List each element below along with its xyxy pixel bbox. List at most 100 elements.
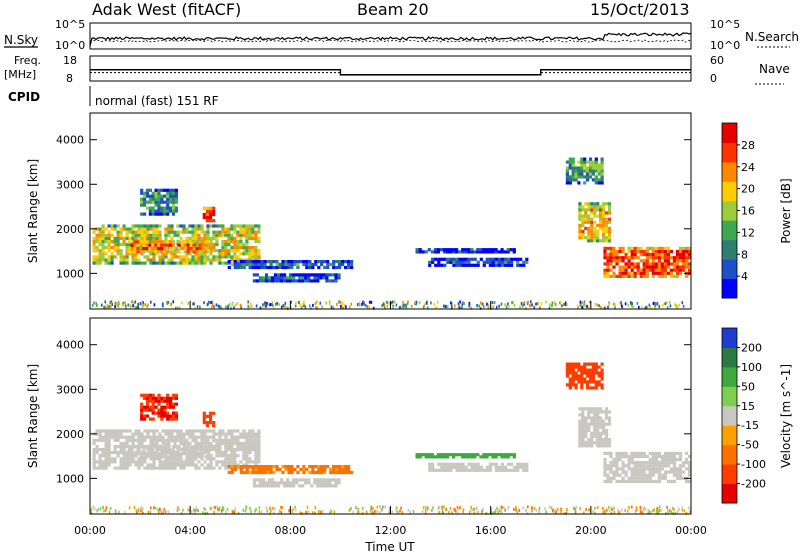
noise-search-label: N.Search xyxy=(745,30,799,44)
power-ytick: 3000 xyxy=(56,178,84,191)
xaxis-tick: 12:00 xyxy=(375,524,407,537)
echo-region xyxy=(92,429,261,470)
power-colorbar-tick: 16 xyxy=(741,205,755,218)
velocity-ytick: 4000 xyxy=(56,339,84,352)
beam-title: Beam 20 xyxy=(357,0,429,19)
power-colorbar-cell xyxy=(722,181,737,202)
groundscatter-band xyxy=(90,505,691,515)
echo-region xyxy=(603,246,692,278)
power-colorbar-cell xyxy=(722,220,737,241)
noise-right-tick-top: 10^5 xyxy=(710,18,740,31)
nave-tick-bottom: 0 xyxy=(710,72,717,85)
echo-region xyxy=(227,260,354,270)
velocity-colorbar-cell xyxy=(722,464,737,485)
noise-sky-label: N.Sky xyxy=(4,33,38,47)
power-ylabel: Slant Range [km] xyxy=(26,159,40,263)
velocity-ytick: 1000 xyxy=(56,472,84,485)
power-ytick: 4000 xyxy=(56,134,84,147)
power-colorbar-tick: 8 xyxy=(741,248,748,261)
noise-panel: N.Sky 10^5 10^0 10^5 10^0 N.Search xyxy=(4,18,799,52)
velocity-ylabel: Slant Range [km] xyxy=(26,364,40,468)
freq-unit: [MHz] xyxy=(4,68,36,81)
power-ytick: 2000 xyxy=(56,223,84,236)
echo-region xyxy=(252,273,341,283)
noise-right-tick-bottom: 10^0 xyxy=(710,39,740,52)
echo-region xyxy=(140,188,178,216)
station-title: Adak West (fitACF) xyxy=(92,0,241,19)
nave-tick-top: 60 xyxy=(710,54,724,67)
power-colorbar: 28 24 20 16 12 8 4 xyxy=(721,122,755,299)
date-title: 15/Oct/2013 xyxy=(590,0,690,19)
power-colorbar-cell xyxy=(722,142,737,163)
velocity-colorbar-label: Velocity [m s^-1] xyxy=(779,364,793,468)
echo-region xyxy=(428,462,529,472)
echo-region xyxy=(252,478,341,488)
velocity-colorbar-tick: -50 xyxy=(741,439,759,452)
velocity-colorbar-cell xyxy=(722,347,737,368)
velocity-colorbar-tick: -100 xyxy=(741,458,766,471)
power-colorbar-cell xyxy=(722,239,737,260)
echo-region xyxy=(428,257,529,267)
freq-label: Freq. xyxy=(14,54,41,67)
power-colorbar-tick: 24 xyxy=(741,161,755,174)
velocity-echoes xyxy=(90,362,692,515)
frequency-line xyxy=(90,69,691,76)
velocity-colorbar-tick: 50 xyxy=(741,380,755,393)
velocity-panel: 4000 3000 2000 1000 Slant Range [km] 200 100… xyxy=(26,317,793,515)
echo-region xyxy=(127,445,211,459)
freq-tick-bottom: 8 xyxy=(66,72,73,85)
velocity-colorbar-cell xyxy=(722,444,737,465)
echo-region xyxy=(227,465,354,475)
velocity-colorbar-tick: -200 xyxy=(741,478,766,491)
power-colorbar-tick: 12 xyxy=(741,226,755,239)
echo-region xyxy=(603,451,692,483)
time-axis: 00:00 04:00 08:00 12:00 16:00 20:00 00:00 xyxy=(74,301,707,537)
cpid-label: CPID xyxy=(8,90,40,104)
velocity-ytick: 3000 xyxy=(56,383,84,396)
freq-tick-top: 18 xyxy=(63,54,77,67)
velocity-colorbar-cell xyxy=(722,328,737,348)
xaxis-tick: 04:00 xyxy=(174,524,206,537)
groundscatter-band xyxy=(91,300,685,310)
power-colorbar-tick: 4 xyxy=(741,270,748,283)
xaxis-tick: 08:00 xyxy=(274,524,306,537)
velocity-colorbar-tick: -15 xyxy=(741,419,759,432)
power-colorbar-cell xyxy=(722,161,737,182)
echo-region xyxy=(415,248,516,254)
power-colorbar-cell xyxy=(722,200,737,221)
power-colorbar-tick: 28 xyxy=(741,139,755,152)
echo-region xyxy=(565,157,604,185)
power-echoes xyxy=(91,157,692,310)
power-colorbar-tick: 20 xyxy=(741,183,755,196)
echo-region xyxy=(92,224,261,265)
noise-left-tick-top: 10^5 xyxy=(55,18,85,31)
echo-region xyxy=(578,407,612,448)
noise-left-tick-bottom: 10^0 xyxy=(55,39,85,52)
noise-search-line xyxy=(89,39,692,43)
velocity-colorbar-tick: 200 xyxy=(741,341,762,354)
xaxis-tick: 16:00 xyxy=(475,524,507,537)
velocity-colorbar-tick: 100 xyxy=(741,361,762,374)
velocity-colorbar-cell xyxy=(722,405,737,426)
noise-sky-line xyxy=(89,32,692,47)
power-colorbar-label: Power [dB] xyxy=(779,178,793,243)
echo-region xyxy=(565,362,604,390)
velocity-colorbar-cell xyxy=(722,483,737,504)
velocity-colorbar-cell xyxy=(722,386,737,407)
power-colorbar-cell xyxy=(722,123,737,143)
velocity-colorbar-cell xyxy=(722,366,737,387)
xaxis-tick: 00:00 xyxy=(675,524,707,537)
nave-label: Nave xyxy=(759,62,790,76)
xaxis-label: Time UT xyxy=(364,540,415,554)
velocity-ytick: 2000 xyxy=(56,428,84,441)
echo-region xyxy=(140,393,178,421)
velocity-colorbar: 200 100 50 15 -15 -50 -100 -200 xyxy=(721,327,766,504)
echo-region xyxy=(202,206,216,223)
cpid-text: normal (fast) 151 RF xyxy=(95,94,219,108)
power-ytick: 1000 xyxy=(56,267,84,280)
xaxis-tick: 00:00 xyxy=(74,524,106,537)
echo-region xyxy=(415,453,516,459)
velocity-colorbar-tick: 15 xyxy=(741,400,755,413)
power-colorbar-cell xyxy=(722,259,737,280)
